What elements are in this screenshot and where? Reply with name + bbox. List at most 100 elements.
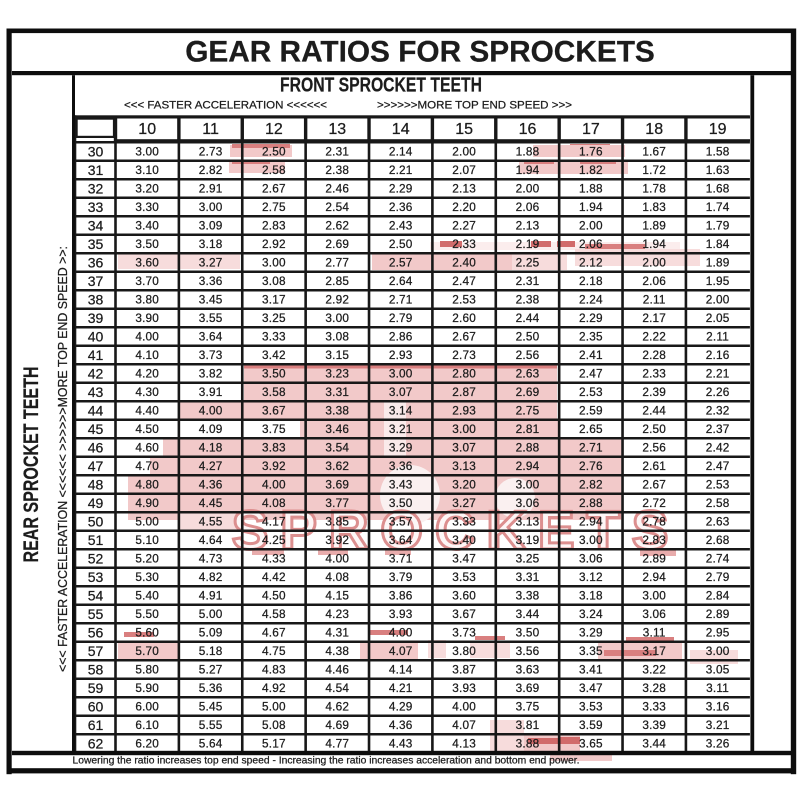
- svg-text:52: 52: [88, 550, 104, 566]
- svg-text:4.62: 4.62: [325, 700, 349, 714]
- svg-text:3.50: 3.50: [262, 367, 286, 381]
- svg-text:2.21: 2.21: [706, 367, 730, 381]
- svg-text:5.27: 5.27: [199, 663, 223, 677]
- svg-text:2.91: 2.91: [199, 182, 223, 196]
- svg-text:4.92: 4.92: [262, 681, 286, 695]
- svg-text:4.08: 4.08: [325, 570, 349, 584]
- svg-text:5.50: 5.50: [135, 607, 159, 621]
- svg-text:60: 60: [88, 698, 104, 714]
- svg-text:2.50: 2.50: [516, 330, 540, 344]
- svg-text:1.63: 1.63: [706, 163, 730, 177]
- svg-text:2.27: 2.27: [452, 219, 476, 233]
- svg-text:1.94: 1.94: [579, 200, 603, 214]
- svg-text:3.00: 3.00: [135, 145, 159, 159]
- svg-text:2.94: 2.94: [579, 515, 603, 529]
- svg-text:1.83: 1.83: [642, 200, 666, 214]
- svg-text:2.00: 2.00: [642, 256, 666, 270]
- svg-text:51: 51: [88, 532, 104, 548]
- svg-text:3.75: 3.75: [262, 422, 286, 436]
- svg-text:4.58: 4.58: [262, 607, 286, 621]
- svg-text:2.71: 2.71: [579, 441, 603, 455]
- svg-text:3.00: 3.00: [389, 367, 413, 381]
- svg-text:4.00: 4.00: [452, 700, 476, 714]
- svg-text:2.69: 2.69: [516, 385, 540, 399]
- svg-text:2.95: 2.95: [706, 626, 730, 640]
- svg-text:2.92: 2.92: [262, 237, 286, 251]
- svg-text:4.25: 4.25: [262, 533, 286, 547]
- svg-text:45: 45: [88, 421, 104, 437]
- svg-text:3.27: 3.27: [199, 256, 223, 270]
- svg-text:1.72: 1.72: [642, 163, 666, 177]
- svg-text:2.22: 2.22: [642, 330, 666, 344]
- svg-text:3.83: 3.83: [262, 441, 286, 455]
- svg-text:3.85: 3.85: [325, 515, 349, 529]
- svg-text:4.33: 4.33: [262, 552, 286, 566]
- svg-text:3.11: 3.11: [706, 681, 729, 695]
- svg-text:4.82: 4.82: [199, 570, 223, 584]
- svg-text:1.89: 1.89: [706, 256, 730, 270]
- svg-text:2.72: 2.72: [642, 496, 666, 510]
- svg-text:3.36: 3.36: [389, 459, 413, 473]
- svg-text:59: 59: [88, 680, 104, 696]
- svg-text:39: 39: [88, 310, 104, 326]
- svg-text:1.76: 1.76: [579, 145, 603, 159]
- svg-text:3.56: 3.56: [516, 644, 540, 658]
- svg-text:3.05: 3.05: [706, 663, 730, 677]
- svg-text:4.38: 4.38: [325, 644, 349, 658]
- svg-text:2.93: 2.93: [389, 348, 413, 362]
- svg-text:3.63: 3.63: [516, 663, 540, 677]
- svg-text:3.46: 3.46: [325, 422, 349, 436]
- svg-text:2.86: 2.86: [389, 330, 413, 344]
- svg-text:3.44: 3.44: [516, 607, 540, 621]
- svg-text:3.93: 3.93: [389, 607, 413, 621]
- svg-text:4.00: 4.00: [135, 330, 159, 344]
- svg-text:4.00: 4.00: [325, 552, 349, 566]
- svg-text:4.73: 4.73: [199, 552, 223, 566]
- svg-text:56: 56: [88, 624, 104, 640]
- svg-text:REAR SPROCKET TEETH: REAR SPROCKET TEETH: [19, 367, 43, 563]
- svg-text:<<< FASTER ACCELERATION <<<<<: <<< FASTER ACCELERATION <<<<<<: [124, 100, 327, 112]
- svg-text:3.39: 3.39: [642, 718, 666, 732]
- svg-text:2.18: 2.18: [579, 274, 603, 288]
- svg-text:5.18: 5.18: [199, 644, 223, 658]
- svg-text:3.00: 3.00: [516, 478, 540, 492]
- svg-text:1.74: 1.74: [706, 200, 730, 214]
- svg-text:2.33: 2.33: [452, 237, 476, 251]
- svg-text:5.40: 5.40: [135, 589, 159, 603]
- svg-text:2.00: 2.00: [452, 145, 476, 159]
- svg-text:3.30: 3.30: [135, 200, 159, 214]
- svg-text:2.58: 2.58: [706, 496, 730, 510]
- svg-text:2.78: 2.78: [642, 515, 666, 529]
- svg-text:2.06: 2.06: [642, 274, 666, 288]
- svg-text:36: 36: [88, 254, 104, 270]
- svg-text:3.29: 3.29: [579, 626, 603, 640]
- svg-text:2.79: 2.79: [389, 311, 413, 325]
- svg-text:3.22: 3.22: [642, 663, 666, 677]
- svg-text:3.60: 3.60: [452, 589, 476, 603]
- svg-text:41: 41: [88, 347, 104, 363]
- svg-text:2.93: 2.93: [452, 404, 476, 418]
- svg-text:4.31: 4.31: [325, 626, 349, 640]
- svg-text:3.11: 3.11: [643, 626, 666, 640]
- svg-text:3.50: 3.50: [389, 496, 413, 510]
- svg-text:3.35: 3.35: [579, 644, 603, 658]
- svg-text:5.17: 5.17: [262, 737, 286, 751]
- svg-text:2.35: 2.35: [579, 330, 603, 344]
- svg-text:5.90: 5.90: [135, 681, 159, 695]
- svg-text:55: 55: [88, 606, 104, 622]
- svg-text:43: 43: [88, 384, 104, 400]
- svg-text:5.00: 5.00: [262, 700, 286, 714]
- svg-text:3.17: 3.17: [262, 293, 286, 307]
- svg-text:4.00: 4.00: [199, 404, 223, 418]
- svg-text:3.00: 3.00: [325, 311, 349, 325]
- svg-text:2.17: 2.17: [642, 311, 666, 325]
- svg-text:5.00: 5.00: [135, 515, 159, 529]
- svg-text:4.91: 4.91: [199, 589, 223, 603]
- svg-text:57: 57: [88, 643, 104, 659]
- svg-text:34: 34: [88, 217, 104, 233]
- svg-text:2.16: 2.16: [706, 348, 730, 362]
- svg-text:3.80: 3.80: [135, 293, 159, 307]
- svg-text:50: 50: [88, 513, 104, 529]
- svg-text:4.70: 4.70: [135, 459, 159, 473]
- svg-text:2.82: 2.82: [199, 163, 223, 177]
